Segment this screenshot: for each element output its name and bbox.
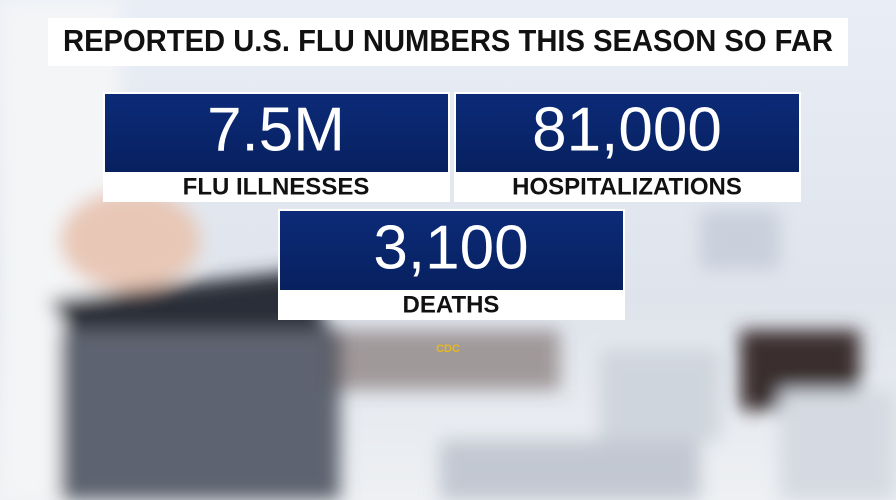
stat-label: HOSPITALIZATIONS (512, 173, 742, 200)
stat-card: 3,100 DEATHS (278, 209, 625, 320)
stat-label: FLU ILLNESSES (183, 173, 370, 200)
source: CDC (436, 343, 460, 355)
stat-label: DEATHS (403, 291, 500, 318)
stat-card: 81,000 HOSPITALIZATIONS (454, 92, 801, 202)
stat-value: 81,000 (532, 95, 722, 164)
title-bar: REPORTED U.S. FLU NUMBERS THIS SEASON SO… (48, 18, 848, 66)
title: REPORTED U.S. FLU NUMBERS THIS SEASON SO… (63, 23, 833, 58)
stat-value: 7.5M (207, 95, 345, 164)
stat-value: 3,100 (373, 213, 528, 282)
stat-card: 7.5M FLU ILLNESSES (103, 92, 450, 202)
